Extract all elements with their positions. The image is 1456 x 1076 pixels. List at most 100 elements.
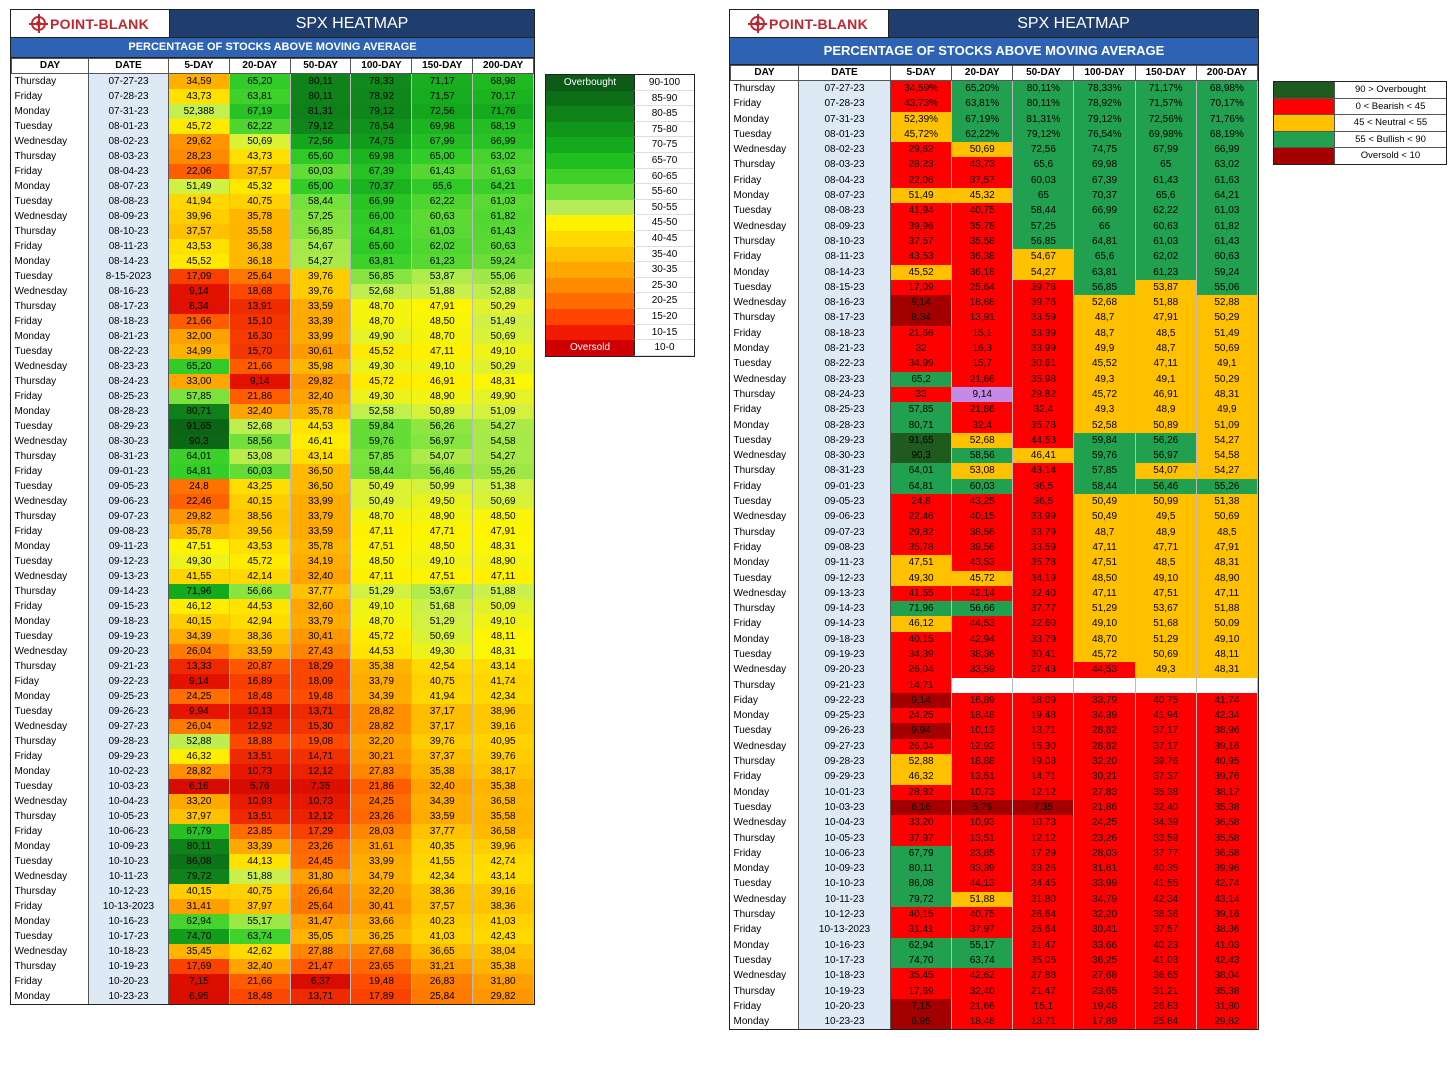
table-row: Wednesday 09-06-23 22,46 40,15 33,99 50,49 49,… xyxy=(11,494,534,509)
value-cell: 52,388 xyxy=(168,104,230,119)
table-row: Thursday 08-24-23 33,00 9,14 29,82 45,72 46,91… xyxy=(11,374,534,389)
table-row: Friday 10-06-23 67,79 23,85 17,29 28,03 37,77 3… xyxy=(11,824,534,839)
table-row: Wednesday 08-16-23 9,14 18,68 39,76 52,68 51,8… xyxy=(11,284,534,299)
value-cell: 40,23 xyxy=(411,914,474,929)
value-cell: 46,12 xyxy=(890,616,953,632)
date-cell: 10-17-23 xyxy=(88,929,169,944)
value-cell: 61,23 xyxy=(411,254,474,269)
legend-row: 0 < Bearish < 45 xyxy=(1274,98,1446,115)
value-cell: 69,98 xyxy=(350,149,413,164)
day-cell: Wednesday xyxy=(730,738,799,755)
value-cell: 45,72% xyxy=(890,126,953,143)
day-cell: Wednesday xyxy=(730,371,799,387)
value-cell: 51,38 xyxy=(472,479,534,494)
day-cell: Tuesday xyxy=(730,432,799,449)
value-cell: 32,20 xyxy=(350,884,413,899)
value-cell: 58,44 xyxy=(290,194,352,209)
value-cell: 18,68 xyxy=(229,284,291,299)
day-cell: Thursday xyxy=(730,310,799,326)
value-cell: 65,20 xyxy=(168,359,230,374)
value-cell: 37,57 xyxy=(890,233,953,250)
table-row: Tuesday 10-10-23 86,08 44,13 24,45 33,99 41,55… xyxy=(730,876,1259,892)
day-cell: Tuesday xyxy=(730,799,799,816)
value-cell: 37,17 xyxy=(1135,738,1197,755)
value-cell: 28,82 xyxy=(1073,723,1136,739)
table-row: Monday 10-09-23 80,11 33,39 23,26 31,61 40,35 3… xyxy=(11,839,534,854)
value-cell: 54,27 xyxy=(472,449,534,464)
value-cell: 16,30 xyxy=(229,329,291,344)
value-cell: 35,78 xyxy=(890,539,953,556)
value-cell: 30,41 xyxy=(350,899,413,914)
date-cell: 07-28-23 xyxy=(798,96,891,112)
value-cell: 67,39 xyxy=(350,164,413,179)
day-cell: Wednesday xyxy=(11,209,89,224)
value-cell: 59,24 xyxy=(472,254,534,269)
legend-row: 90 > Overbought xyxy=(1274,82,1446,99)
value-cell: 39,96 xyxy=(1196,861,1259,877)
value-cell: 38,04 xyxy=(1196,968,1259,984)
value-cell: 43,25 xyxy=(229,479,291,494)
legend-row: 15-20 xyxy=(546,308,694,325)
value-cell: 51,88 xyxy=(951,891,1014,908)
value-cell: 51,88 xyxy=(229,869,291,884)
value-cell: 65,6 xyxy=(411,179,474,194)
value-cell: 19,08 xyxy=(1012,754,1075,770)
date-cell: 09-28-23 xyxy=(798,754,891,770)
table-row: Thursday 09-28-23 52,88 18,88 19,08 32,20 39,7… xyxy=(11,734,534,749)
value-cell: 56,85 xyxy=(1073,279,1136,296)
legend-range: 30-35 xyxy=(634,262,694,278)
value-cell xyxy=(1012,677,1075,693)
table-row: Wednesday 08-09-23 39,96 35,78 57,25 66 60,63 6… xyxy=(730,218,1259,234)
value-cell: 79,12% xyxy=(1012,126,1075,143)
value-cell: 63,81% xyxy=(951,96,1014,112)
value-cell: 40,15 xyxy=(890,907,953,923)
day-cell: Monday xyxy=(730,1014,799,1030)
value-cell: 33,39 xyxy=(290,314,352,329)
date-cell: 09-06-23 xyxy=(88,494,169,509)
date-cell: 07-27-23 xyxy=(88,73,169,89)
day-cell: Wednesday xyxy=(11,494,89,509)
day-cell: Thursday xyxy=(11,959,89,974)
date-cell: 10-03-23 xyxy=(798,799,891,816)
table-row: Friday 08-11-23 43,53 36,38 54,67 65,6 62,02 60… xyxy=(730,249,1259,265)
value-cell: 52,39% xyxy=(890,111,953,127)
date-cell: 09-26-23 xyxy=(798,723,891,739)
value-cell: 18,48 xyxy=(229,689,291,704)
value-cell: 24,8 xyxy=(168,479,230,494)
value-cell: 33,99 xyxy=(290,329,352,344)
value-cell: 40,75 xyxy=(951,907,1014,923)
value-cell: 79,12 xyxy=(290,119,352,134)
date-cell: 10-16-23 xyxy=(88,914,169,929)
day-cell: Tuesday xyxy=(11,194,89,209)
day-cell: Wednesday xyxy=(11,359,89,374)
table-row: Fiday 09-22-23 9,14 16,89 18,09 33,79 40,75 41,… xyxy=(730,692,1259,709)
value-cell: 53,87 xyxy=(1135,279,1197,296)
value-cell: 13,91 xyxy=(951,310,1014,326)
value-cell: 21,86 xyxy=(229,389,291,404)
value-cell: 29,82 xyxy=(1196,1014,1259,1030)
day-cell: Thursday xyxy=(11,449,89,464)
value-cell: 38,36 xyxy=(1135,907,1197,923)
value-cell: 23,85 xyxy=(951,845,1014,862)
date-cell: 09-11-23 xyxy=(88,539,169,554)
value-cell: 65,00 xyxy=(411,149,474,164)
value-cell: 39,76 xyxy=(1012,279,1075,296)
day-cell: Monday xyxy=(730,188,799,204)
value-cell: 67,99 xyxy=(411,134,474,149)
legend-swatch xyxy=(546,262,634,278)
value-cell: 21,66 xyxy=(951,998,1014,1015)
day-cell: Friday xyxy=(11,974,89,989)
value-cell: 42,43 xyxy=(472,929,534,944)
legend-row: 45-50 xyxy=(546,215,694,231)
value-cell: 43,73 xyxy=(951,157,1014,173)
value-cell: 40,15 xyxy=(168,614,230,629)
value-cell: 40,75 xyxy=(229,194,291,209)
value-cell: 53,08 xyxy=(229,449,291,464)
value-cell: 60,03 xyxy=(229,464,291,479)
table-row: Monday 10-01-23 28,82 10,73 12,12 27,83 35,38 3… xyxy=(730,784,1259,800)
value-cell: 32 xyxy=(890,341,953,357)
value-cell: 38,56 xyxy=(951,524,1014,540)
value-cell: 36,38 xyxy=(229,239,291,254)
value-cell: 56,85 xyxy=(350,269,413,284)
table-row: Friday 09-15-23 46,12 44,53 32,60 49,10 51,68 5… xyxy=(11,599,534,614)
